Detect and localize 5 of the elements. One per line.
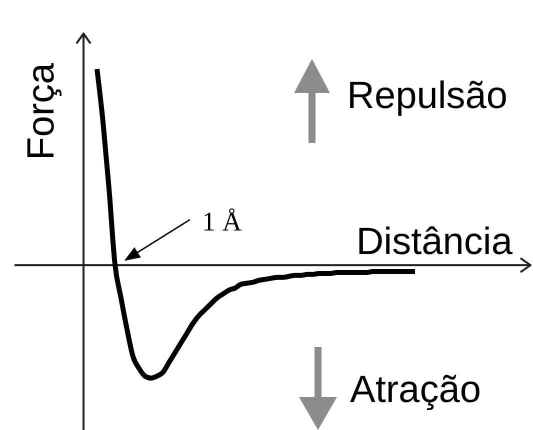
annotation: 1 Å [202,206,242,237]
y-axis-title: Força [20,62,62,160]
x-axis-title: Distância [356,221,514,264]
annotation: Repulsão [347,75,508,117]
annotation: Atração [350,369,481,411]
